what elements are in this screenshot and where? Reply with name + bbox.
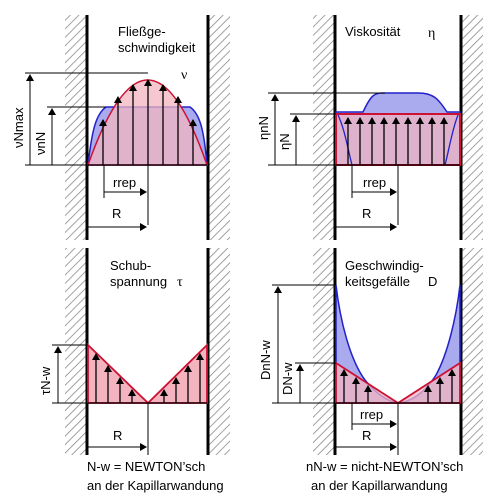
velocity-dim-nn-label: νnN bbox=[33, 132, 48, 155]
gradient-dim-nn-label: DnN-w bbox=[258, 340, 273, 380]
wall-hatch-top-left-outer bbox=[65, 15, 87, 240]
gradient-panel: Geschwindig- keitsgefälle D DnN-w DN-w r… bbox=[258, 258, 461, 455]
footnote-left-line1: N-w = NEWTON’sch bbox=[87, 459, 205, 474]
shear-dim-label: τN-w bbox=[38, 366, 53, 395]
wall-hatch-top-right-inner bbox=[461, 15, 483, 240]
velocity-dimensions bbox=[25, 72, 149, 232]
shear-left-triangle bbox=[87, 342, 151, 404]
shear-dimensions bbox=[52, 344, 149, 455]
viscosity-title: Viskosität bbox=[345, 24, 401, 39]
footnote-right-line2: an der Kapillarwandung bbox=[311, 478, 448, 493]
velocity-title-line1: Fließge- bbox=[118, 24, 166, 39]
viscosity-dim-n-label: ηN bbox=[277, 133, 292, 150]
wall-hatch-bottom-right-inner bbox=[461, 248, 483, 455]
shear-R-label: R bbox=[113, 428, 122, 443]
footnote-left-line2: an der Kapillarwandung bbox=[87, 478, 224, 493]
shear-title-line1: Schub- bbox=[110, 258, 151, 273]
wall-hatch-bottom-right-outer bbox=[313, 248, 335, 455]
wall-hatch-top-right-outer bbox=[313, 15, 335, 240]
shear-panel: Schub- spannung τ τN-w R bbox=[38, 258, 208, 455]
gradient-title-line2: keitsgefälle bbox=[345, 274, 410, 289]
gradient-arrows bbox=[340, 369, 456, 403]
viscosity-arrows bbox=[344, 117, 448, 165]
viscosity-symbol: η bbox=[428, 26, 435, 41]
wall-hatch-bottom-left-inner bbox=[208, 248, 230, 455]
shear-arrows bbox=[92, 353, 204, 403]
shear-title-line2: spannung bbox=[110, 274, 167, 289]
gradient-R-label: R bbox=[362, 428, 371, 443]
footnotes: N-w = NEWTON’sch an der Kapillarwandung … bbox=[87, 459, 463, 493]
viscosity-dim-nn-label: ηnN bbox=[256, 116, 271, 140]
velocity-R-label: R bbox=[112, 206, 121, 221]
wall-hatch-bottom-left-outer bbox=[65, 248, 87, 455]
velocity-dim-max-label: νNmax bbox=[11, 107, 26, 148]
viscosity-rrep-label: rrep bbox=[363, 175, 386, 190]
velocity-panel: Fließge- schwindigkeit ν νNmax νnN rrep … bbox=[11, 24, 209, 232]
viscosity-dimensions bbox=[268, 92, 399, 232]
velocity-symbol: ν bbox=[181, 68, 187, 83]
shear-symbol: τ bbox=[177, 275, 183, 290]
velocity-rrep-label: rrep bbox=[113, 175, 136, 190]
viscosity-R-label: R bbox=[362, 206, 371, 221]
gradient-dim-n-label: DN-w bbox=[280, 362, 295, 395]
shear-right-triangle bbox=[145, 342, 208, 404]
velocity-arrows bbox=[99, 79, 197, 165]
gradient-newton-left bbox=[335, 361, 402, 404]
gradient-rrep-label: rrep bbox=[360, 407, 383, 422]
viscosity-nn-outline bbox=[337, 114, 459, 166]
footnote-right-line1: nN-w = nicht-NEWTON’sch bbox=[306, 459, 463, 474]
gradient-symbol: D bbox=[428, 274, 437, 289]
gradient-dimensions bbox=[272, 284, 399, 455]
gradient-title-line1: Geschwindig- bbox=[345, 258, 424, 273]
velocity-title-line2: schwindigkeit bbox=[118, 40, 196, 55]
viscosity-newton-profile bbox=[335, 113, 461, 166]
gradient-newton-right bbox=[394, 361, 461, 404]
wall-hatch-top-left-inner bbox=[208, 15, 230, 240]
viscosity-panel: Viskosität η ηnN ηN rrep R bbox=[256, 24, 461, 232]
